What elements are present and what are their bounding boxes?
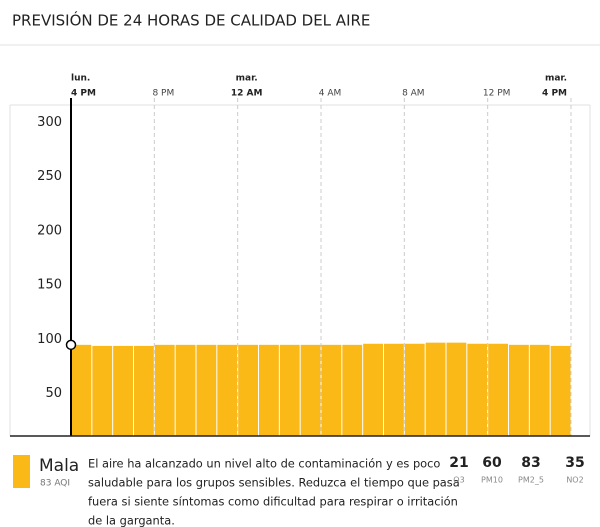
description-line: fuera si siente síntomas como dificultad…	[88, 495, 458, 509]
bar	[113, 345, 133, 436]
bar	[300, 344, 321, 436]
time-label: 8 PM	[152, 89, 174, 99]
bar	[488, 343, 508, 436]
bar	[404, 343, 425, 436]
day-label: mar.	[236, 74, 258, 84]
bar	[154, 344, 175, 436]
time-label: 8 AM	[402, 89, 425, 99]
time-label: 4 PM	[71, 89, 96, 99]
bar	[196, 344, 217, 436]
pollutant-value: 21	[449, 455, 468, 471]
bar	[446, 342, 467, 436]
aqi: 83 AQI	[40, 479, 70, 489]
description-line: de la garganta.	[88, 514, 175, 527]
pollutant-name: NO2	[566, 476, 583, 485]
pollutant-name: PM2_5	[518, 476, 544, 485]
y-tick-label: 200	[37, 223, 62, 238]
y-tick-label: 150	[37, 278, 62, 293]
day-label: mar.	[545, 74, 567, 84]
time-label: 4 AM	[319, 89, 342, 99]
description-line: saludable para los grupos sensibles. Red…	[88, 476, 460, 490]
y-tick-label: 100	[37, 332, 62, 347]
bar	[134, 345, 154, 436]
pollutant-value: 60	[482, 455, 502, 471]
bar	[175, 344, 196, 436]
day-label: lun.	[71, 74, 90, 84]
pollutant-name: O3	[453, 476, 464, 485]
bar	[259, 344, 279, 436]
y-tick-label: 250	[37, 169, 62, 184]
level-swatch	[13, 455, 30, 488]
description-line: El aire ha alcanzado un nivel alto de co…	[88, 457, 440, 471]
bar	[321, 344, 342, 436]
bar	[217, 344, 238, 436]
bar	[92, 345, 113, 436]
bar	[467, 343, 488, 436]
now-marker	[65, 339, 77, 351]
bar	[342, 344, 363, 436]
bar	[550, 345, 571, 436]
bar	[238, 344, 258, 436]
pollutant-value: 35	[565, 455, 584, 471]
y-tick-label: 300	[37, 115, 62, 130]
bar	[279, 344, 300, 436]
bar	[384, 343, 404, 436]
time-label: 12 AM	[231, 89, 263, 99]
y-tick-label: 50	[45, 386, 62, 401]
level: Mala	[39, 456, 79, 476]
time-label: 4 PM	[542, 89, 567, 99]
bar	[509, 344, 529, 436]
pollutant-name: PM10	[481, 476, 503, 485]
time-label: 12 PM	[483, 89, 511, 99]
bar	[363, 343, 383, 436]
bar	[529, 344, 550, 436]
pollutant-value: 83	[521, 455, 540, 471]
bar	[425, 342, 446, 436]
title: PREVISIÓN DE 24 HORAS DE CALIDAD DEL AIR…	[12, 11, 370, 30]
bar	[71, 344, 92, 436]
